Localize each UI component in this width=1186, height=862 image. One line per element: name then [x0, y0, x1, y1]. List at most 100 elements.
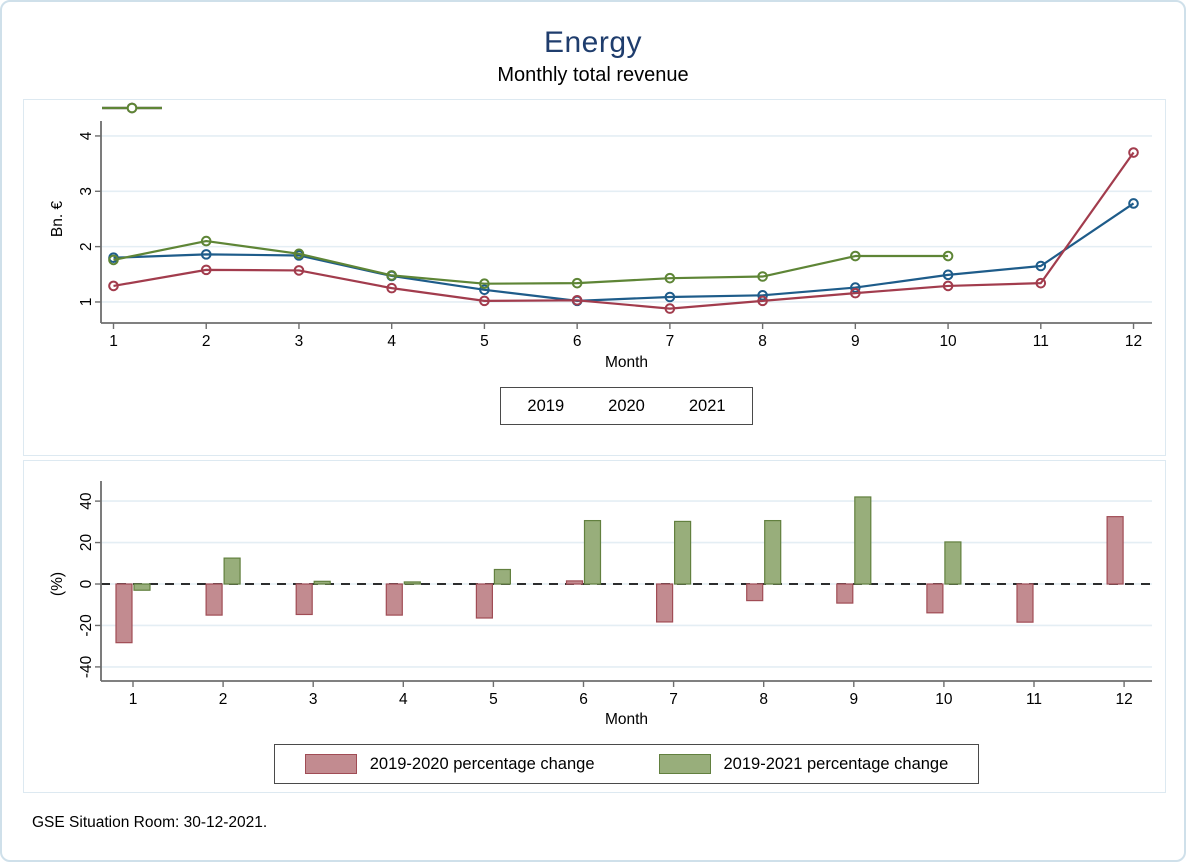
- marker-2021: [386, 270, 397, 281]
- bar-2019-2021 percentage change-month-6: [583, 519, 602, 585]
- x-tick-label: 5: [489, 691, 498, 708]
- bar-2019-2020 percentage change-month-3: [295, 583, 313, 616]
- marker-2019: [942, 269, 954, 281]
- legend-marker: [126, 102, 138, 114]
- y-tick-label: 40: [78, 492, 95, 510]
- marker-2020: [850, 287, 861, 299]
- x-tick-label: 4: [399, 691, 408, 708]
- marker-2020: [571, 295, 583, 306]
- bar-2019-2020 percentage change-month-6: [565, 580, 584, 585]
- marker-2019: [850, 282, 861, 293]
- x-tick-label: 9: [849, 691, 858, 708]
- bar-2019-2020 percentage change-month-8: [746, 583, 764, 602]
- bar-2019-2021 percentage change-month-8: [764, 519, 782, 585]
- marker-2021: [571, 277, 583, 289]
- marker-2020: [386, 282, 397, 294]
- x-tick-label: 8: [759, 691, 768, 708]
- bar-2019-2020 percentage change-month-4: [385, 583, 403, 616]
- marker-2019: [757, 290, 768, 301]
- y-tick-label: 20: [78, 534, 95, 552]
- marker-2020: [108, 280, 119, 292]
- marker-2020: [479, 295, 490, 307]
- chart-title: Energy: [543, 26, 643, 59]
- source-note: GSE Situation Room: 30-12-2021.: [32, 814, 268, 831]
- bar-2019-2020 percentage change-month-12: [1106, 516, 1124, 585]
- marker-2019: [479, 284, 490, 296]
- marker-2019: [1128, 198, 1139, 209]
- y-tick-label: 2: [78, 242, 95, 251]
- y-tick-label: -40: [78, 655, 95, 678]
- x-tick-label: 4: [387, 333, 396, 350]
- y-axis-title: (%): [49, 572, 66, 596]
- x-tick-label: 11: [1026, 691, 1042, 708]
- marker-2019: [664, 291, 676, 303]
- bar-2019-2020 percentage change-month-7: [655, 583, 674, 623]
- revenue-line-chart-panel: 1 2 3 4 Bn. €1 2 3 4 5 6 7 8 9 10 11 12 Month 2019 2020 …: [23, 99, 1166, 456]
- bar-2019-2021 percentage change-month-4: [403, 581, 421, 585]
- x-axis-title: Month: [605, 354, 648, 371]
- x-tick-label: 3: [309, 691, 318, 708]
- legend-label-2019-2020-change: 2019-2020 percentage change: [369, 754, 595, 773]
- legend-label-2020: 2020: [608, 396, 645, 415]
- y-tick-label: 1: [78, 298, 95, 307]
- marker-2020: [200, 264, 212, 276]
- series-line-2021: [113, 239, 949, 285]
- bar-swatch-2019-2021-icon: [658, 754, 711, 774]
- bar-2019-2020 percentage change-month-11: [1016, 583, 1034, 623]
- marker-2020: [1128, 147, 1139, 158]
- marker-2021: [479, 278, 490, 290]
- bar-2019-2021 percentage change-month-5: [493, 568, 511, 585]
- x-tick-label: 10: [935, 691, 953, 708]
- bar-2019-2021 percentage change-month-2: [223, 557, 241, 585]
- x-tick-label: 1: [129, 691, 138, 708]
- marker-2020: [1035, 277, 1047, 289]
- legend-item-2021: 2021: [102, 102, 726, 416]
- marker-2020: [664, 303, 676, 314]
- legend-item-2019-2020-change: 2019-2020 percentage change: [304, 754, 595, 774]
- bar-2019-2020 percentage change-month-10: [926, 583, 944, 614]
- x-tick-label: 7: [669, 691, 678, 708]
- x-tick-label: 1: [109, 333, 118, 350]
- legend-label-2019-2021-change: 2019-2021 percentage change: [723, 754, 949, 773]
- bar-2019-2021 percentage change-month-1: [133, 583, 151, 591]
- marker-2021: [942, 250, 954, 262]
- marker-2020: [757, 295, 768, 307]
- legend-item-2020: 2020: [102, 102, 645, 416]
- bar-swatch-2019-2020-icon: [304, 754, 357, 774]
- bar-2019-2020 percentage change-month-5: [475, 583, 493, 619]
- bar-chart-legend: 2019-2020 percentage change 2019-2021 pe…: [273, 744, 980, 784]
- series-line-2019: [113, 202, 1135, 302]
- x-axis-title: Month: [605, 711, 648, 728]
- legend-label-2019: 2019: [527, 396, 565, 415]
- x-tick-label: 11: [1033, 333, 1049, 350]
- x-tick-label: 8: [758, 333, 767, 350]
- y-tick-label: -20: [78, 614, 95, 637]
- x-tick-label: 2: [219, 691, 228, 708]
- y-tick-label: 0: [78, 579, 95, 588]
- series-line-2020: [113, 151, 1135, 310]
- bar-2019-2021 percentage change-month-9: [854, 496, 872, 585]
- y-tick-label: 4: [78, 131, 95, 140]
- legend-item-2019: 2019: [102, 102, 565, 416]
- bar-2019-2021 percentage change-month-10: [944, 541, 962, 585]
- marker-2019: [1035, 260, 1047, 272]
- marker-2021: [850, 250, 861, 262]
- legend-label-2021: 2021: [688, 396, 726, 415]
- bar-2019-2021 percentage change-month-7: [673, 520, 692, 585]
- y-tick-label: 3: [78, 187, 95, 196]
- marker-2021: [757, 271, 768, 282]
- marker-2019: [200, 249, 212, 260]
- chart-subtitle: Monthly total revenue: [497, 64, 689, 86]
- bar-2019-2020 percentage change-month-1: [115, 583, 133, 644]
- x-tick-label: 12: [1125, 333, 1142, 350]
- y-axis-title: Bn. €: [49, 200, 66, 237]
- marker-2020: [942, 280, 954, 292]
- line-chart-legend: 2019 2020 2021: [102, 102, 753, 425]
- marker-2020: [293, 265, 305, 276]
- x-tick-label: 12: [1115, 691, 1132, 708]
- x-tick-label: 5: [480, 333, 489, 350]
- pct-change-bar-chart-panel: -40 -20 0 20 40 (%) 1 2 3 4 5 6 7 8 9 10 11 12 Month 2019-…: [23, 460, 1166, 793]
